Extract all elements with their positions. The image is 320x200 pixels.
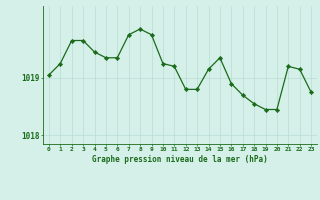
X-axis label: Graphe pression niveau de la mer (hPa): Graphe pression niveau de la mer (hPa) xyxy=(92,155,268,164)
